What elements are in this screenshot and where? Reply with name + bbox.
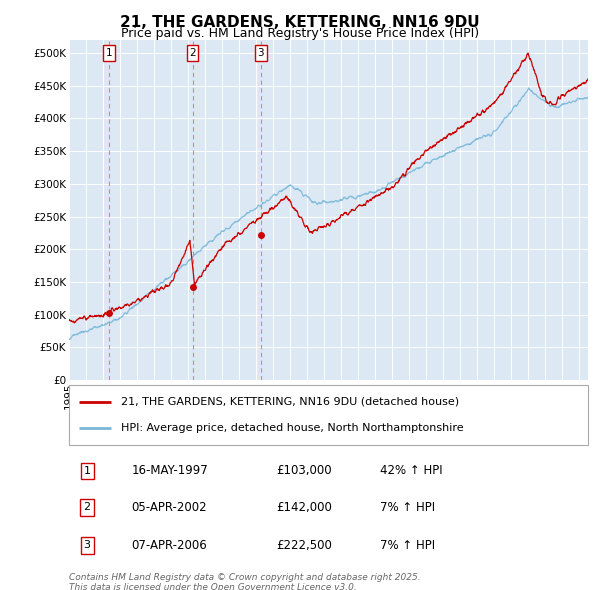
Text: 2: 2	[83, 503, 91, 513]
Text: 3: 3	[83, 540, 91, 550]
Text: 07-APR-2006: 07-APR-2006	[131, 539, 207, 552]
Text: HPI: Average price, detached house, North Northamptonshire: HPI: Average price, detached house, Nort…	[121, 423, 464, 433]
Text: 1: 1	[83, 466, 91, 476]
Text: 16-MAY-1997: 16-MAY-1997	[131, 464, 208, 477]
Text: £103,000: £103,000	[277, 464, 332, 477]
Text: 21, THE GARDENS, KETTERING, NN16 9DU (detached house): 21, THE GARDENS, KETTERING, NN16 9DU (de…	[121, 397, 459, 407]
Text: Price paid vs. HM Land Registry's House Price Index (HPI): Price paid vs. HM Land Registry's House …	[121, 27, 479, 40]
Text: 3: 3	[257, 48, 264, 58]
Text: 05-APR-2002: 05-APR-2002	[131, 501, 207, 514]
Text: £222,500: £222,500	[277, 539, 332, 552]
Text: 21, THE GARDENS, KETTERING, NN16 9DU: 21, THE GARDENS, KETTERING, NN16 9DU	[120, 15, 480, 30]
Text: 2: 2	[189, 48, 196, 58]
Text: 7% ↑ HPI: 7% ↑ HPI	[380, 539, 436, 552]
Text: £142,000: £142,000	[277, 501, 332, 514]
Text: 42% ↑ HPI: 42% ↑ HPI	[380, 464, 443, 477]
FancyBboxPatch shape	[69, 385, 588, 445]
Text: 7% ↑ HPI: 7% ↑ HPI	[380, 501, 436, 514]
Text: 1: 1	[106, 48, 113, 58]
Text: Contains HM Land Registry data © Crown copyright and database right 2025.
This d: Contains HM Land Registry data © Crown c…	[69, 573, 421, 590]
